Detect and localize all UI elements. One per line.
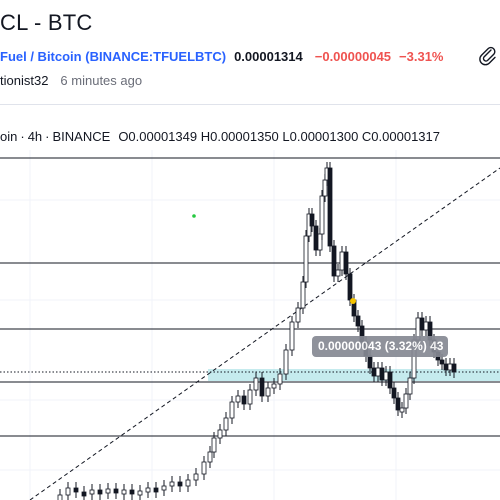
idea-header: CL - BTC Fuel / Bitcoin (BINANCE:TFUELBT…: [0, 0, 500, 96]
marker-dot: [192, 214, 196, 218]
measure-tooltip: 0.00000043 (3.32%) 43: [312, 336, 448, 357]
marker-dot: [350, 298, 356, 304]
candle: [423, 321, 429, 331]
candle: [105, 488, 111, 494]
candle: [383, 371, 389, 381]
exchange-symbol: (BINANCE:TFUELBTC): [85, 49, 227, 64]
candle: [73, 487, 79, 493]
symbol-info-line: Fuel / Bitcoin (BINANCE:TFUELBTC) 0.00001…: [0, 49, 443, 64]
candle: [317, 233, 323, 251]
last-price: 0.00001314: [234, 49, 303, 64]
candle: [223, 417, 229, 431]
candle: [137, 490, 143, 496]
author-line: tionist32 6 minutes ago: [0, 73, 142, 88]
candle: [443, 363, 449, 371]
candle: [113, 488, 119, 494]
candle: [379, 367, 385, 381]
candle: [309, 213, 315, 227]
candle: [57, 494, 63, 500]
candle: [313, 225, 319, 251]
candle: [419, 317, 425, 331]
candle: [387, 371, 393, 389]
candle: [65, 487, 71, 496]
candle: [439, 359, 445, 365]
candle: [319, 195, 325, 235]
candle: [300, 281, 306, 309]
candle: [177, 481, 183, 487]
price-chart[interactable]: [0, 150, 500, 500]
candle: [367, 355, 373, 369]
candle: [451, 363, 457, 373]
clip-icon[interactable]: [476, 44, 498, 66]
candle: [327, 167, 333, 247]
candle: [217, 429, 223, 439]
candle: [89, 489, 95, 495]
legend-exchange: BINANCE: [52, 129, 111, 144]
price-change: −0.00000045: [314, 49, 392, 64]
header-divider: [0, 104, 500, 105]
candlestick-series: [57, 162, 457, 500]
legend-symbol: oin: [0, 129, 18, 144]
candle: [339, 251, 345, 271]
candle: [161, 485, 167, 491]
candle: [253, 377, 259, 391]
candle: [129, 489, 135, 495]
candle: [207, 451, 213, 463]
candle: [407, 377, 413, 395]
candle: [343, 251, 349, 275]
candle: [277, 373, 283, 385]
legend-interval: 4h: [27, 129, 43, 144]
candle: [391, 387, 397, 399]
trend-line[interactable]: [29, 167, 500, 500]
candle: [201, 461, 207, 475]
candle: [447, 363, 453, 371]
candle: [259, 377, 265, 397]
candle: [169, 481, 175, 487]
candle: [395, 397, 401, 411]
candle: [399, 407, 405, 413]
price-change-percent: −3.31%: [399, 49, 444, 64]
candle: [235, 395, 241, 403]
candle: [265, 387, 271, 397]
candle: [241, 395, 247, 405]
pair-name-link[interactable]: Fuel / Bitcoin (BINANCE:TFUELBTC): [0, 49, 226, 64]
candle: [229, 401, 235, 419]
candle: [271, 383, 277, 389]
candle: [97, 489, 103, 495]
pair-name: Fuel / Bitcoin: [0, 49, 82, 64]
candle: [283, 349, 289, 375]
candle: [403, 393, 409, 409]
candle: [355, 315, 361, 327]
candle: [331, 245, 337, 277]
chart-legend: oin · 4h · BINANCE O0.00001349 H0.00001350 L0…: [0, 129, 440, 144]
candle: [303, 235, 309, 283]
candle: [295, 307, 301, 323]
candle: [193, 473, 199, 481]
author-name[interactable]: tionist32: [0, 73, 49, 88]
candle: [347, 273, 353, 301]
candle: [211, 437, 217, 453]
candle: [371, 367, 377, 377]
candle: [247, 389, 253, 405]
candle: [81, 491, 87, 497]
publish-time: 6 minutes ago: [60, 73, 143, 88]
candle: [335, 269, 341, 277]
candle: [153, 487, 159, 493]
candle: [121, 489, 127, 495]
idea-title: CL - BTC: [0, 10, 93, 35]
candle: [145, 487, 151, 493]
candle: [322, 179, 328, 197]
candle: [375, 367, 381, 377]
candle: [289, 321, 295, 351]
legend-ohlc: O0.00001349 H0.00001350 L0.00001300 C0.0…: [118, 129, 440, 144]
candle: [185, 479, 191, 487]
